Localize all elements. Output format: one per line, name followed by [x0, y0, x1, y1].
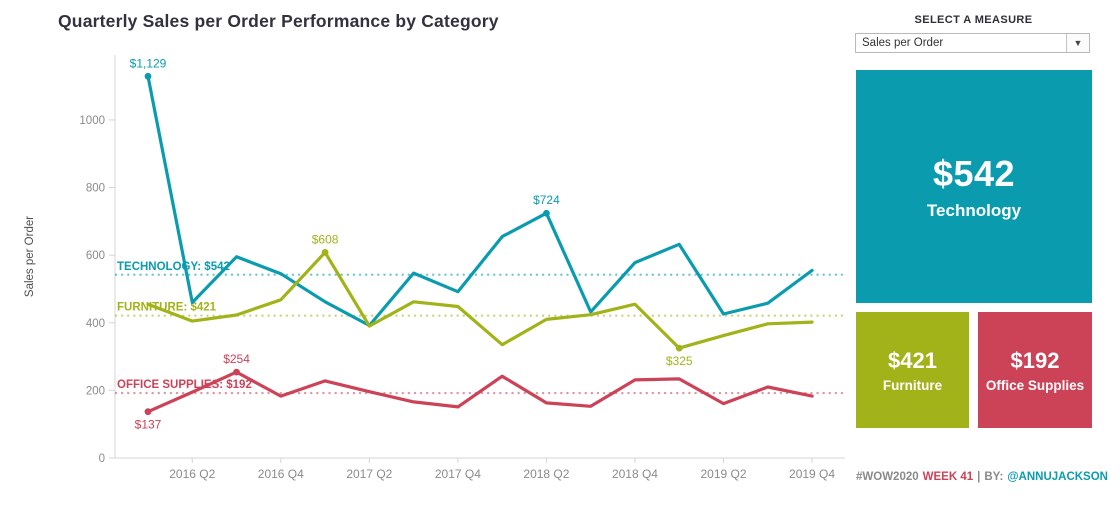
y-axis: 0 200 400 600 800 1000 Sales per Order	[24, 55, 116, 465]
y-tick-label: 1000	[79, 115, 105, 127]
y-tick-label: 200	[86, 385, 105, 397]
footer-by: BY:	[984, 471, 1004, 483]
chevron-down-icon: ▼	[1073, 37, 1083, 48]
data-point-label: $137	[135, 418, 162, 432]
series-line-furniture[interactable]	[146, 250, 814, 350]
x-tick-label: 2016 Q4	[258, 467, 304, 481]
footer-week: WEEK 41	[922, 471, 974, 483]
category-card-office-supplies[interactable]: $192 Office Supplies	[978, 312, 1092, 428]
x-tick-label: 2018 Q4	[612, 467, 658, 481]
data-point-label: $325	[666, 354, 693, 368]
card-value: $542	[932, 152, 1016, 194]
x-tick-label: 2018 Q2	[523, 467, 569, 481]
y-axis-title: Sales per Order	[24, 216, 36, 297]
footer-hashtag: #WOW2020	[856, 471, 919, 483]
x-tick-label: 2019 Q2	[700, 467, 746, 481]
category-card-furniture[interactable]: $421 Furniture	[856, 312, 969, 428]
y-tick-label: 0	[99, 453, 105, 465]
series-technology	[146, 74, 814, 328]
series-line-office-supplies[interactable]	[146, 370, 814, 414]
category-card-technology[interactable]: $542 Technology	[856, 70, 1092, 303]
x-tick-label: 2017 Q2	[346, 467, 392, 481]
y-tick-label: 800	[86, 183, 105, 195]
measure-dropdown-value: Sales per Order	[862, 37, 944, 49]
dropdown-arrow-button[interactable]: ▼	[1066, 34, 1089, 52]
x-tick-label: 2017 Q4	[435, 467, 481, 481]
series-line-technology[interactable]	[146, 74, 814, 328]
measure-dropdown[interactable]: Sales per Order ▼	[855, 33, 1090, 53]
data-point-label: $254	[223, 352, 250, 366]
chart-title: Quarterly Sales per Order Performance by…	[58, 11, 499, 31]
data-point-marker[interactable]	[321, 249, 329, 256]
card-value: $192	[1010, 347, 1060, 373]
select-measure-label: SELECT A MEASURE	[914, 14, 1033, 26]
footer-credit: #WOW2020 WEEK 41 | BY: @ANNUJACKSON	[856, 471, 1112, 483]
footer-separator: |	[977, 471, 981, 483]
footer-author: @ANNUJACKSON	[1007, 471, 1108, 483]
data-point-marker[interactable]	[543, 209, 550, 217]
data-point-marker[interactable]	[233, 368, 240, 376]
card-label: Office Supplies	[985, 377, 1085, 393]
data-point-marker[interactable]	[144, 408, 152, 416]
y-tick-label: 600	[86, 250, 105, 262]
card-value: $421	[888, 347, 937, 373]
data-point-marker[interactable]	[144, 72, 152, 80]
y-tick-label: 400	[86, 318, 105, 330]
reference-line-label: TECHNOLOGY: $542	[117, 261, 230, 273]
x-tick-label: 2016 Q2	[169, 467, 215, 481]
series-office-supplies	[146, 370, 814, 414]
x-tick-label: 2019 Q4	[789, 467, 835, 481]
data-point-marker[interactable]	[675, 344, 683, 352]
data-point-label: $1,129	[130, 56, 167, 70]
card-label: Technology	[926, 200, 1022, 220]
reference-line-label: OFFICE SUPPLIES: $192	[117, 379, 252, 391]
data-point-label: $724	[533, 193, 560, 207]
point-labels: $1,129 $724 $608 $325 $254 $137	[130, 56, 693, 431]
reference-line-label: FURNITURE: $421	[117, 302, 217, 314]
card-label: Furniture	[882, 377, 943, 393]
x-axis: 2016 Q2 2016 Q4 2017 Q2 2017 Q4 2018 Q2 2018 …	[115, 457, 845, 481]
series-furniture	[146, 250, 814, 350]
data-point-label: $608	[312, 232, 339, 246]
